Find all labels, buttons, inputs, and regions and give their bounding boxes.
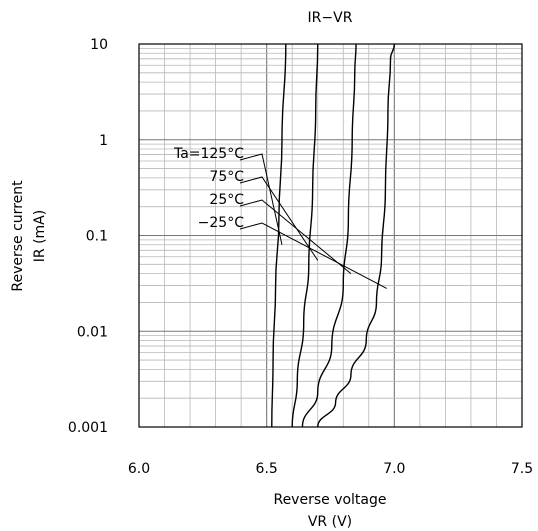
- chart-title: IR−VR: [308, 10, 353, 26]
- y-tick-label: 0.01: [77, 324, 108, 340]
- curve-series: [301, 43, 357, 428]
- y-tick-label: 10: [90, 37, 108, 53]
- curve-series: [271, 43, 287, 428]
- curves: [271, 43, 396, 428]
- x-tick-label: 7.0: [383, 461, 405, 477]
- x-axis-label-line1: Reverse voltage: [273, 492, 386, 508]
- curve-series: [317, 43, 396, 428]
- curve-label: 25°C: [209, 192, 244, 208]
- y-tick-label: 0.1: [86, 229, 108, 245]
- grid: [139, 44, 522, 427]
- label-leaders: [239, 153, 387, 289]
- y-tick-labels: 10 1 0.1 0.01 0.001: [68, 37, 108, 436]
- curve-label: Ta=125°C: [173, 146, 244, 162]
- x-tick-label: 7.5: [511, 461, 533, 477]
- y-tick-label: 0.001: [68, 420, 108, 436]
- label-leader-line: [239, 153, 283, 245]
- curve-label: 75°C: [209, 169, 244, 185]
- y-tick-label: 1: [99, 133, 108, 149]
- y-axis-label-line1: Reverse current: [10, 180, 26, 292]
- curve-labels: Ta=125°C 75°C 25°C −25°C: [173, 146, 244, 231]
- plot-frame: [138, 43, 523, 428]
- x-tick-labels: 6.0 6.5 7.0 7.5: [128, 461, 533, 477]
- x-tick-label: 6.5: [256, 461, 278, 477]
- label-leader-line: [239, 176, 319, 261]
- label-leader-line: [239, 199, 352, 274]
- y-axis-label-line2: IR (mA): [32, 210, 48, 262]
- curve-label: −25°C: [198, 215, 245, 231]
- label-leader-line: [239, 222, 387, 289]
- x-tick-label: 6.0: [128, 461, 150, 477]
- curve-series: [291, 43, 319, 428]
- x-axis-label-line2: VR (V): [308, 514, 352, 530]
